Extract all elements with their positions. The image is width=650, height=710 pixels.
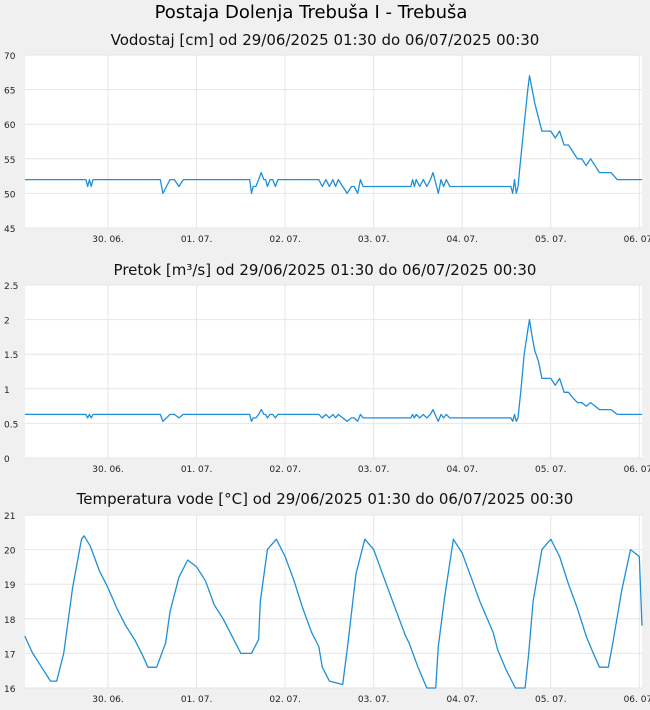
water-level-y-tick-label: 60 [4, 121, 16, 131]
discharge-x-tick-label: 05. 07. [535, 465, 567, 475]
chart-title-water-temperature: Temperatura vode [°C] od 29/06/2025 01:3… [76, 490, 574, 508]
water-temperature-y-tick-label: 19 [4, 581, 16, 591]
discharge-x-tick-label: 01. 07. [181, 465, 213, 475]
water-temperature-y-tick-label: 18 [4, 616, 16, 626]
chart-title-water-level: Vodostaj [cm] od 29/06/2025 01:30 do 06/… [110, 31, 540, 49]
discharge-x-tick-label: 03. 07. [358, 465, 390, 475]
discharge-y-tick-label: 2 [4, 317, 10, 327]
water-level-y-tick-label: 45 [4, 225, 15, 235]
water-level-x-tick-label: 06. 07. [624, 235, 650, 245]
water-temperature-x-tick-label: 30. 06. [92, 695, 124, 705]
water-temperature-x-tick-label: 01. 07. [181, 695, 213, 705]
discharge-series-line [24, 318, 642, 422]
water-level-plot-area [25, 55, 642, 228]
water-level-y-tick-label: 70 [4, 52, 16, 62]
water-level-x-tick-label: 01. 07. [181, 235, 213, 245]
water-temperature-x-tick-label: 04. 07. [446, 695, 478, 705]
discharge-y-tick-label: 1 [4, 386, 10, 396]
water-level-series-line [24, 75, 642, 195]
water-level-y-tick-label: 65 [4, 87, 15, 97]
discharge-y-tick-label: 1.5 [4, 351, 18, 361]
discharge-x-tick-label: 02. 07. [269, 465, 301, 475]
water-temperature-y-tick-label: 16 [4, 685, 16, 695]
water-temperature-x-tick-label: 03. 07. [358, 695, 390, 705]
page-title: Postaja Dolenja Trebuša I - Trebuša [154, 2, 468, 23]
water-level-y-tick-label: 55 [4, 156, 15, 166]
water-level-x-tick-label: 02. 07. [269, 235, 301, 245]
water-level-x-tick-label: 30. 06. [92, 235, 124, 245]
discharge-y-tick-label: 2.5 [4, 282, 18, 292]
chart-title-discharge: Pretok [m³/s] od 29/06/2025 01:30 do 06/… [113, 261, 537, 279]
water-temperature-y-tick-label: 17 [4, 650, 15, 660]
water-temperature-x-tick-label: 06. 07. [624, 695, 650, 705]
water-temperature-series-line [24, 535, 643, 689]
discharge-y-tick-label: 0 [4, 455, 10, 465]
water-temperature-x-tick-label: 05. 07. [535, 695, 567, 705]
discharge-plot-area [25, 285, 642, 458]
discharge-y-tick-label: 0.5 [4, 420, 18, 430]
water-temperature-y-tick-label: 20 [4, 547, 16, 557]
water-level-y-tick-label: 50 [4, 190, 16, 200]
discharge-x-tick-label: 04. 07. [446, 465, 478, 475]
water-temperature-y-tick-label: 21 [4, 512, 15, 522]
water-level-x-tick-label: 03. 07. [358, 235, 390, 245]
water-level-x-tick-label: 05. 07. [535, 235, 567, 245]
discharge-x-tick-label: 30. 06. [92, 465, 124, 475]
water-level-x-tick-label: 04. 07. [446, 235, 478, 245]
water-temperature-plot-area [25, 515, 642, 688]
discharge-x-tick-label: 06. 07. [624, 465, 650, 475]
water-temperature-x-tick-label: 02. 07. [269, 695, 301, 705]
